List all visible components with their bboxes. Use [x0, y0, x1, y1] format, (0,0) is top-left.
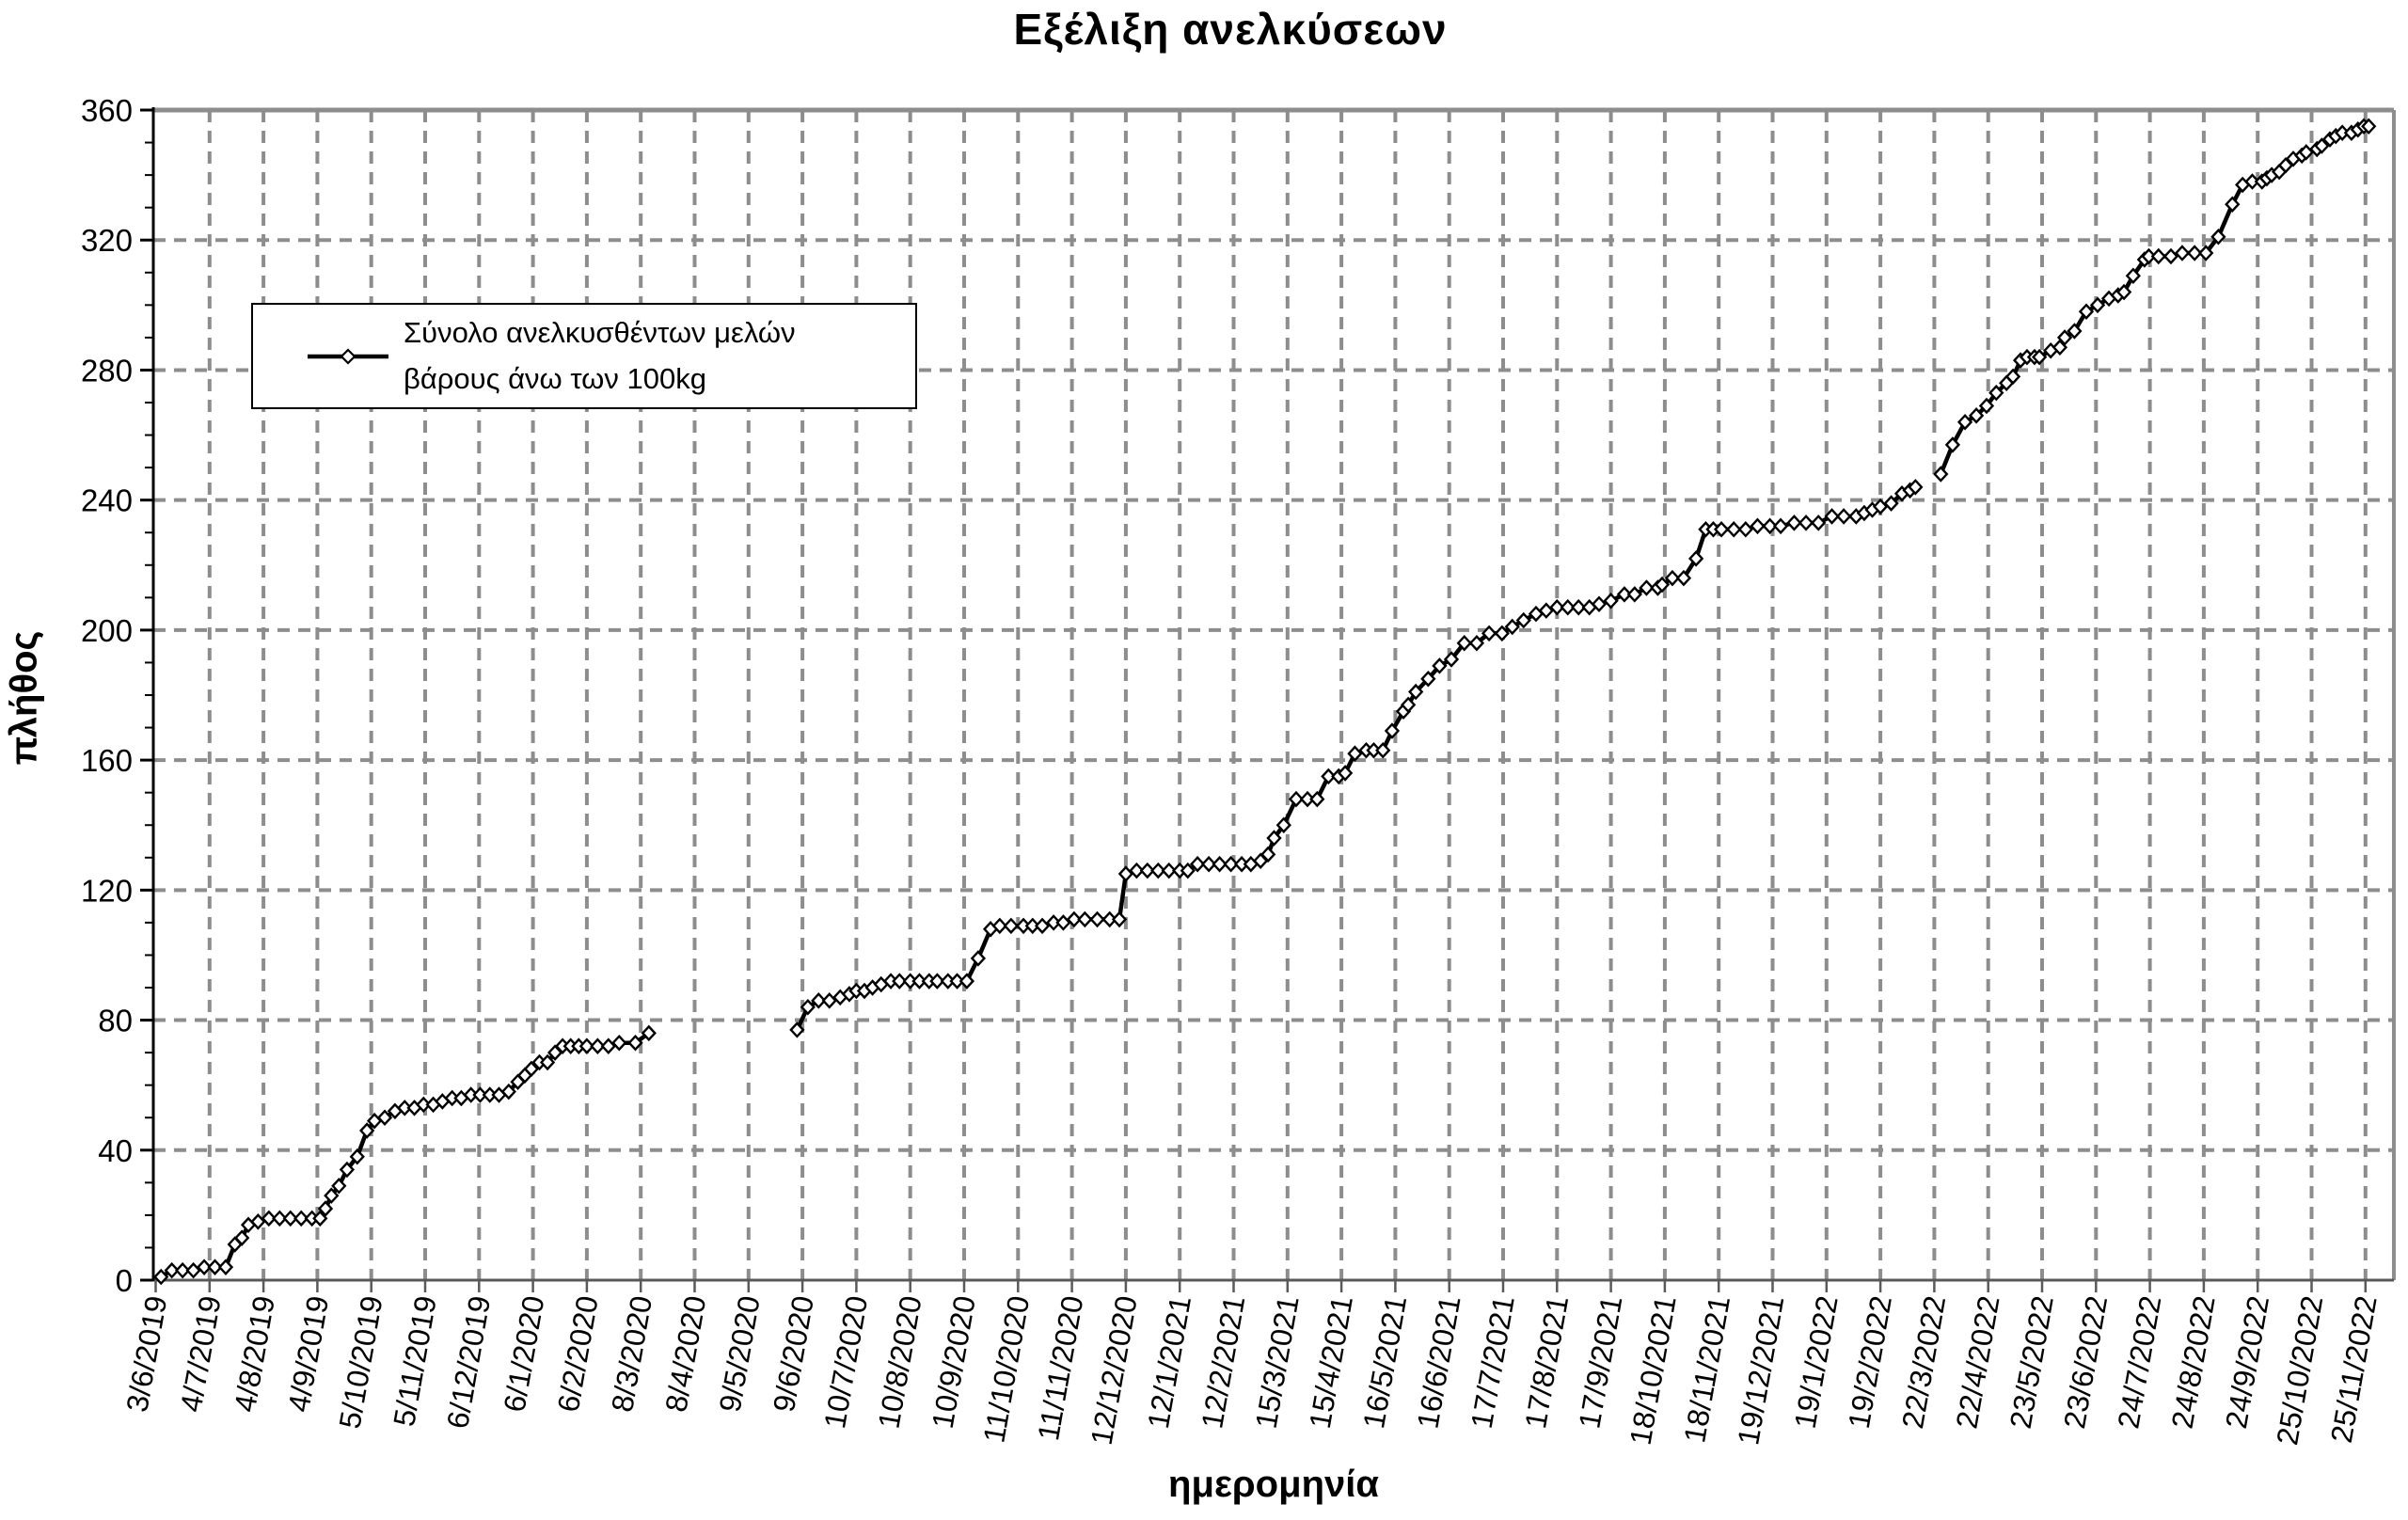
- x-tick-label: 22/4/2022: [1949, 1293, 2005, 1431]
- x-tick-label: 12/1/2021: [1141, 1293, 1197, 1431]
- x-tick-label: 19/12/2021: [1731, 1293, 1790, 1448]
- x-tick-label: 4/8/2019: [228, 1293, 281, 1415]
- x-tick-label: 18/11/2021: [1677, 1293, 1736, 1446]
- x-tick-label: 10/7/2020: [817, 1293, 874, 1431]
- x-tick-label: 19/1/2022: [1788, 1293, 1845, 1431]
- legend: Σύνολο ανελκυσθέντων μελών βάρους άνω τω…: [251, 303, 917, 409]
- x-tick-label: 19/2/2022: [1842, 1293, 1898, 1431]
- x-tick-label: 18/10/2021: [1624, 1293, 1683, 1448]
- svg-text:360: 360: [81, 93, 133, 128]
- svg-text:40: 40: [98, 1133, 133, 1168]
- x-axis-title: ημερομηνία: [1168, 1464, 1379, 1505]
- x-tick-label: 25/11/2022: [2324, 1293, 2384, 1446]
- x-tick-label: 4/9/2019: [281, 1293, 335, 1415]
- x-tick-label: 5/10/2019: [332, 1293, 388, 1431]
- x-tick-label: 22/3/2022: [1895, 1293, 1952, 1431]
- svg-text:280: 280: [81, 353, 133, 388]
- x-tick-label: 8/4/2020: [658, 1293, 712, 1415]
- x-tick-label: 6/12/2019: [440, 1293, 497, 1431]
- legend-label-line2: βάρους άνω των 100kg: [404, 361, 706, 395]
- svg-text:320: 320: [81, 223, 133, 258]
- x-tick-label: 12/12/2020: [1085, 1293, 1144, 1448]
- svg-text:160: 160: [81, 743, 133, 778]
- svg-text:240: 240: [81, 483, 133, 518]
- x-tick-label: 3/6/2019: [119, 1293, 173, 1415]
- x-tick-label: 6/2/2020: [551, 1293, 605, 1415]
- x-tick-label: 17/8/2021: [1518, 1293, 1575, 1431]
- x-tick-label: 23/5/2022: [2004, 1293, 2060, 1431]
- x-tick-label: 15/3/2021: [1249, 1293, 1306, 1431]
- x-tick-label: 12/2/2021: [1195, 1293, 1251, 1431]
- x-tick-label: 17/9/2021: [1572, 1293, 1628, 1431]
- x-tick-label: 17/7/2021: [1465, 1293, 1521, 1431]
- legend-text: Σύνολο ανελκυσθέντων μελών βάρους άνω τω…: [404, 310, 796, 403]
- x-tick-label: 4/7/2019: [174, 1293, 228, 1415]
- svg-text:0: 0: [116, 1263, 133, 1298]
- legend-marker-icon: [308, 347, 388, 365]
- x-tick-label: 16/5/2021: [1356, 1293, 1413, 1431]
- y-axis-title: πλήθος: [3, 630, 45, 766]
- x-tick-label: 6/1/2020: [497, 1293, 550, 1415]
- x-tick-label: 5/11/2019: [387, 1293, 443, 1429]
- x-tick-label: 9/6/2020: [767, 1293, 820, 1415]
- x-tick-label: 11/11/2020: [1031, 1293, 1089, 1443]
- x-tick-label: 8/3/2020: [605, 1293, 658, 1415]
- x-tick-label: 11/10/2020: [976, 1293, 1036, 1446]
- svg-text:120: 120: [81, 873, 133, 908]
- x-tick-label: 24/8/2022: [2165, 1293, 2222, 1431]
- x-tick-label: 15/4/2021: [1303, 1293, 1359, 1431]
- x-tick-label: 23/6/2022: [2057, 1293, 2114, 1431]
- x-tick-label: 16/6/2021: [1410, 1293, 1466, 1431]
- x-tick-label: 24/9/2022: [2219, 1293, 2275, 1431]
- svg-text:200: 200: [81, 613, 133, 648]
- x-tick-label: 10/9/2020: [926, 1293, 982, 1431]
- legend-label-line1: Σύνολο ανελκυσθέντων μελών: [404, 315, 796, 349]
- x-tick-label: 24/7/2022: [2111, 1293, 2167, 1431]
- x-tick-label: 25/10/2022: [2270, 1293, 2329, 1448]
- svg-text:80: 80: [98, 1004, 133, 1038]
- x-tick-label: 9/5/2020: [713, 1293, 767, 1415]
- x-tick-label: 10/8/2020: [871, 1293, 927, 1431]
- chart-title: Εξέλιξη ανελκύσεων: [1013, 5, 1448, 54]
